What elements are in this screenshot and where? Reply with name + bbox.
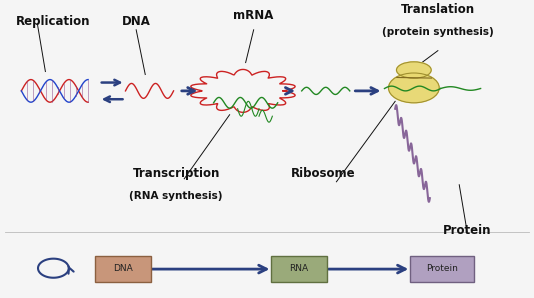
Text: mRNA: mRNA [233,9,274,22]
FancyBboxPatch shape [95,256,151,282]
Ellipse shape [389,73,439,103]
Text: Replication: Replication [16,15,91,28]
Text: RNA: RNA [289,264,309,274]
Text: (RNA synthesis): (RNA synthesis) [129,191,223,201]
Text: Transcription: Transcription [132,167,220,180]
Text: Translation: Translation [401,3,475,16]
Ellipse shape [396,62,431,78]
Text: DNA: DNA [113,264,132,274]
Text: Ribosome: Ribosome [290,167,356,180]
FancyBboxPatch shape [410,256,474,282]
Text: (protein synthesis): (protein synthesis) [382,27,494,37]
Text: Protein: Protein [426,264,458,274]
Text: Protein: Protein [443,224,491,237]
Text: DNA: DNA [122,15,151,28]
FancyBboxPatch shape [271,256,327,282]
